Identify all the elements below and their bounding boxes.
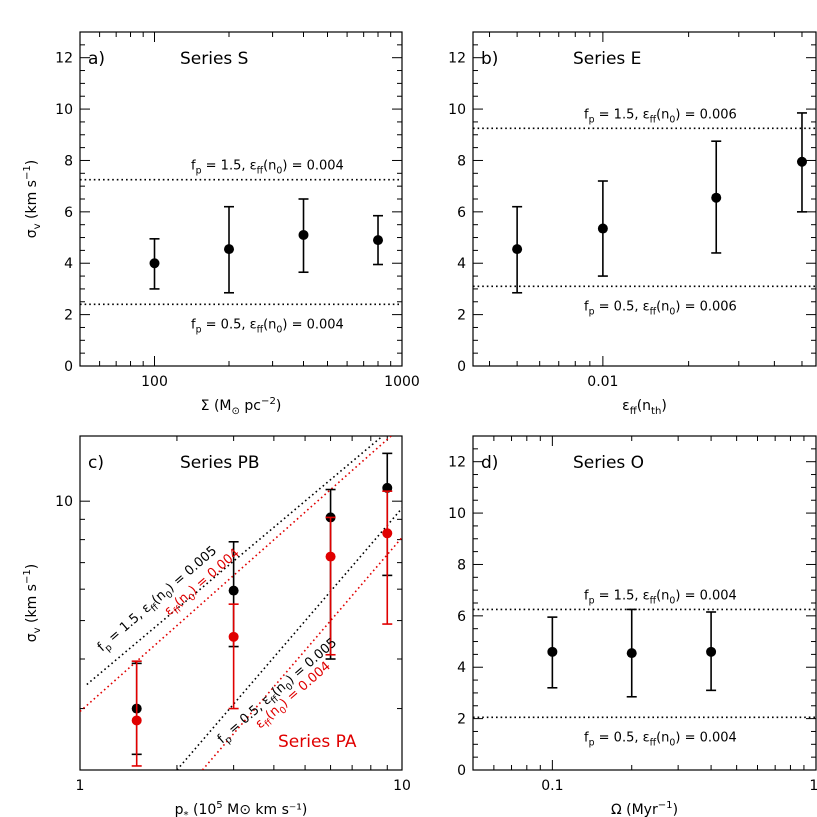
data-point: [224, 244, 235, 255]
data-point: [382, 528, 393, 539]
y-ticks: 0 2 4 6 8 10 12: [55, 31, 402, 375]
reference-line-label: fp = 0.5, εff(n0) = 0.004: [191, 317, 344, 335]
panel-label: a): [88, 49, 105, 69]
x-tick-label: 0.01: [587, 374, 618, 390]
x-ticks: 0.1 1.: [472, 436, 817, 794]
series-title: Series PB: [180, 453, 260, 473]
panel-c: 1 10 10 p* (105 M⊙ km s⁻¹) σv (km s−1) c) Seri…: [22, 435, 411, 817]
y-tick-label: 6: [457, 205, 466, 221]
data-point: [298, 229, 309, 240]
y-tick-label: 10: [448, 506, 466, 522]
y-tick-label: 8: [457, 153, 466, 169]
data-point: [597, 223, 608, 234]
panel-label: b): [481, 49, 498, 69]
y-tick-label: 2: [457, 712, 466, 728]
panel-label: c): [88, 453, 104, 473]
x-axis-label: p* (105 M⊙ km s⁻¹): [175, 800, 308, 817]
y-tick-label: 12: [448, 51, 466, 67]
x-axis-label: Ω (Myr−1): [611, 800, 678, 817]
panel-label: d): [481, 453, 498, 473]
data-point: [228, 585, 239, 596]
series-pa-points: [131, 490, 393, 767]
reference-line-label: fp = 1.5, εff(n0) = 0.004: [584, 588, 737, 606]
panel-a: 100 1000 0 2 4 6 8 10 12 Σ (M⊙ pc−2) σv (km s−1) a)…: [22, 31, 420, 417]
data-point: [131, 715, 142, 726]
x-axis-label: Σ (M⊙ pc−2): [201, 396, 282, 417]
data-point: [228, 631, 239, 642]
x-ticks: 1 10: [76, 436, 411, 794]
x-tick-label: 1: [76, 778, 85, 794]
y-ticks: 0 2 4 6 8 10 12: [448, 435, 816, 779]
series-points: [149, 198, 384, 294]
diagonal-line-label: fp = 1.5, εff(n0) = 0.005: [95, 543, 222, 657]
series-title: Series E: [573, 49, 641, 69]
y-tick-label: 12: [55, 51, 73, 67]
diagonal-reference-line: [201, 536, 402, 770]
y-tick-label: 6: [457, 609, 466, 625]
data-point: [373, 235, 384, 246]
data-point: [325, 551, 336, 562]
data-point: [547, 646, 558, 657]
x-tick-label: 1.: [809, 778, 817, 794]
reference-line-label: fp = 1.5, εff(n0) = 0.004: [191, 159, 344, 177]
y-tick-label: 6: [64, 205, 73, 221]
y-tick-label: 8: [457, 557, 466, 573]
y-tick-label: 0: [64, 359, 73, 375]
series-points: [512, 112, 807, 294]
reference-line-label: fp = 1.5, εff(n0) = 0.006: [584, 107, 737, 125]
y-tick-label: 4: [457, 256, 466, 272]
x-ticks: 100 1000: [79, 32, 420, 390]
y-axis-label: σv (km s−1): [22, 160, 43, 239]
series-title: Series O: [573, 453, 644, 473]
y-ticks: 0 2 4 6 8 10 12: [448, 31, 816, 375]
plot-frame: [79, 31, 403, 367]
y-tick-label: 10: [448, 102, 466, 118]
data-point: [711, 192, 722, 203]
plot-area: [80, 178, 402, 306]
series-points: [547, 608, 717, 698]
plot-area: [473, 608, 816, 719]
y-tick-label: 0: [457, 359, 466, 375]
x-tick-label: 10: [393, 778, 411, 794]
y-tick-label: 4: [457, 660, 466, 676]
plot-area: [80, 436, 402, 770]
diagonal-reference-line: [80, 436, 392, 713]
series-title: Series S: [180, 49, 248, 69]
data-point: [626, 648, 637, 659]
y-tick-label: 12: [448, 455, 466, 471]
data-point: [706, 646, 717, 657]
y-tick-label: 10: [55, 102, 73, 118]
y-tick-label: 0: [457, 763, 466, 779]
y-tick-label: 2: [64, 308, 73, 324]
data-point: [796, 156, 807, 167]
panel-b: 0.01 0 2 4 6 8 10 12 εff(nth) b) Series E fp = 1.5,…: [448, 31, 817, 417]
x-tick-label: 100: [141, 374, 168, 390]
x-tick-label: 1000: [384, 374, 420, 390]
y-tick-label: 8: [64, 153, 73, 169]
y-tick-label: 2: [457, 308, 466, 324]
y-ticks: 10: [55, 494, 402, 710]
data-point: [149, 258, 160, 269]
x-ticks: 0.01: [489, 32, 803, 390]
plot-frame: [79, 435, 403, 771]
data-point: [512, 244, 523, 255]
plot-frame: [472, 31, 817, 367]
y-tick-label: 10: [55, 494, 73, 510]
reference-line-label: fp = 0.5, εff(n0) = 0.004: [584, 730, 737, 748]
x-tick-label: 0.1: [541, 778, 563, 794]
y-tick-label: 4: [64, 256, 73, 272]
y-axis-label: σv (km s−1): [22, 564, 43, 643]
series-title-pa: Series PA: [278, 732, 357, 752]
panel-d: 0.1 1. 0 2 4 6 8 10 12 Ω (Myr−1) d) Series O fp = 1.…: [448, 435, 817, 817]
reference-line-label: fp = 0.5, εff(n0) = 0.006: [584, 299, 737, 317]
plot-area: [473, 112, 816, 294]
x-axis-label: εff(nth): [622, 398, 667, 417]
